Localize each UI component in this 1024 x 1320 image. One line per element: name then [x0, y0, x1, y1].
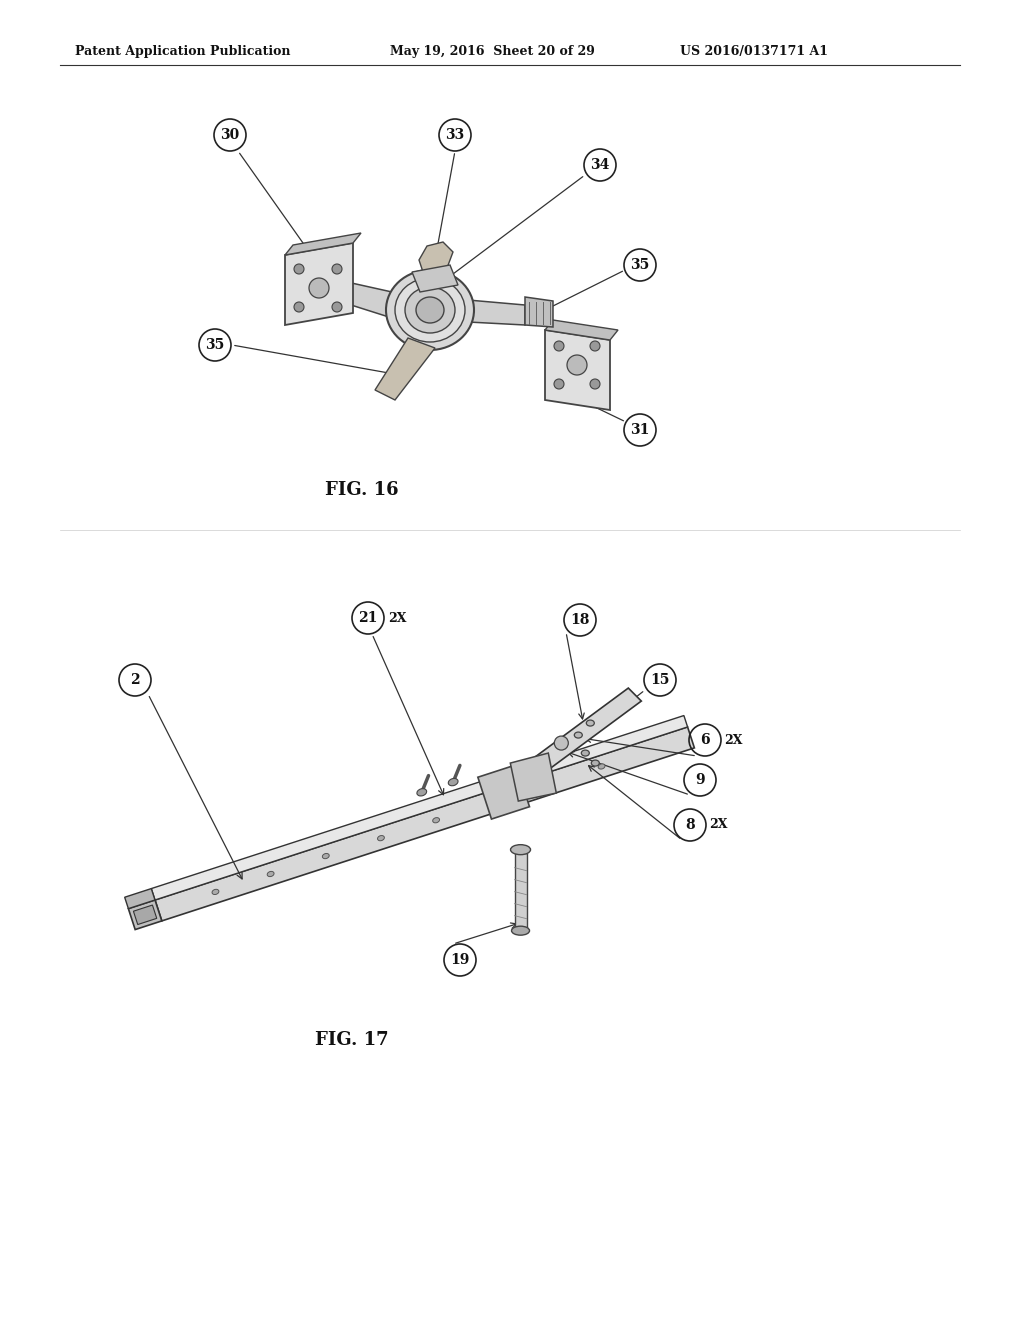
Circle shape — [332, 264, 342, 275]
Text: 2X: 2X — [724, 734, 742, 747]
Text: 35: 35 — [206, 338, 224, 352]
Ellipse shape — [449, 779, 458, 785]
Text: Patent Application Publication: Patent Application Publication — [75, 45, 291, 58]
Text: FIG. 16: FIG. 16 — [325, 480, 398, 499]
Polygon shape — [525, 297, 553, 327]
Polygon shape — [412, 265, 458, 292]
Polygon shape — [152, 715, 687, 900]
Circle shape — [554, 341, 564, 351]
Text: 33: 33 — [445, 128, 465, 143]
Text: 9: 9 — [695, 774, 705, 787]
Circle shape — [554, 379, 564, 389]
Polygon shape — [329, 279, 392, 318]
Ellipse shape — [598, 764, 605, 770]
Ellipse shape — [487, 800, 495, 805]
Circle shape — [590, 341, 600, 351]
Text: 35: 35 — [631, 257, 649, 272]
Text: FIG. 17: FIG. 17 — [315, 1031, 389, 1049]
Circle shape — [309, 279, 329, 298]
Polygon shape — [419, 242, 453, 272]
Ellipse shape — [512, 927, 529, 935]
Polygon shape — [375, 338, 435, 400]
Polygon shape — [513, 688, 641, 787]
Circle shape — [554, 737, 568, 750]
Polygon shape — [468, 300, 525, 325]
Polygon shape — [545, 330, 610, 411]
Polygon shape — [514, 853, 526, 928]
Text: 19: 19 — [451, 953, 470, 968]
Text: 30: 30 — [220, 128, 240, 143]
Ellipse shape — [582, 750, 589, 756]
Ellipse shape — [417, 788, 427, 796]
Text: 2X: 2X — [388, 611, 407, 624]
Polygon shape — [128, 900, 162, 929]
Ellipse shape — [574, 733, 583, 738]
Ellipse shape — [416, 297, 444, 323]
Ellipse shape — [386, 271, 474, 350]
Text: 2X: 2X — [709, 818, 727, 832]
Ellipse shape — [212, 890, 219, 895]
Circle shape — [590, 379, 600, 389]
Text: 34: 34 — [590, 158, 609, 172]
Ellipse shape — [406, 286, 455, 333]
Text: 6: 6 — [700, 733, 710, 747]
Polygon shape — [285, 234, 361, 255]
Ellipse shape — [543, 781, 550, 787]
Ellipse shape — [433, 817, 439, 822]
Ellipse shape — [395, 279, 465, 342]
Text: 15: 15 — [650, 673, 670, 686]
Ellipse shape — [378, 836, 384, 841]
Circle shape — [332, 302, 342, 312]
Text: 31: 31 — [631, 422, 649, 437]
Text: May 19, 2016  Sheet 20 of 29: May 19, 2016 Sheet 20 of 29 — [390, 45, 595, 58]
Ellipse shape — [587, 721, 594, 726]
Text: 8: 8 — [685, 818, 695, 832]
Ellipse shape — [511, 845, 530, 854]
Text: US 2016/0137171 A1: US 2016/0137171 A1 — [680, 45, 828, 58]
Circle shape — [567, 355, 587, 375]
Text: 21: 21 — [358, 611, 378, 624]
Ellipse shape — [267, 871, 274, 876]
Ellipse shape — [591, 760, 599, 766]
Circle shape — [294, 302, 304, 312]
Polygon shape — [285, 243, 353, 325]
Polygon shape — [478, 764, 529, 820]
Ellipse shape — [323, 854, 329, 859]
Polygon shape — [133, 906, 157, 924]
Polygon shape — [510, 754, 556, 801]
Text: 2: 2 — [130, 673, 140, 686]
Polygon shape — [155, 727, 694, 921]
Polygon shape — [125, 888, 155, 908]
Text: 18: 18 — [570, 612, 590, 627]
Polygon shape — [545, 319, 618, 341]
Circle shape — [294, 264, 304, 275]
